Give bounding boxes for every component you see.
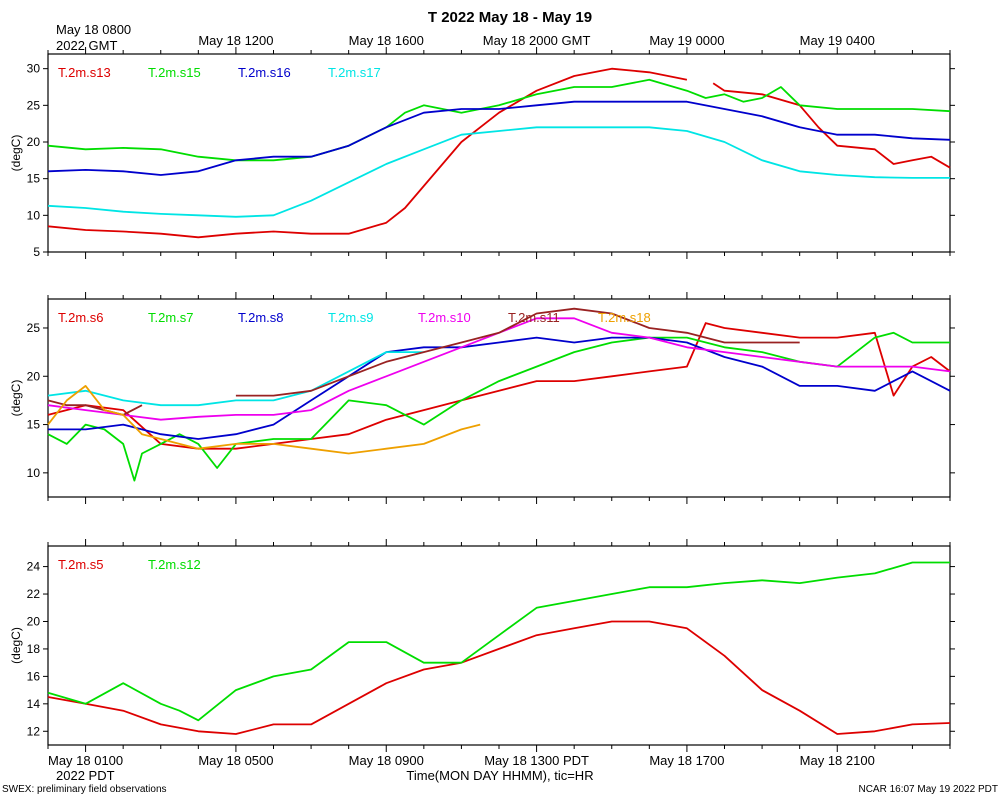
legend-T.2m.s6: T.2m.s6 — [58, 310, 104, 325]
y-tick-label: 20 — [27, 614, 41, 628]
series-line-T.2m.s9 — [47, 351, 424, 407]
pdt-tick-label: May 18 1300 PDT — [484, 753, 589, 768]
chart-panels: 5 10 15 20 25 30 (degC) T.2m.s13 T.2m.s15 T.2m.s1… — [9, 47, 955, 752]
legend-T.2m.s12: T.2m.s12 — [148, 557, 201, 572]
gmt-tick-label: May 18 1600 — [349, 33, 424, 48]
legend-T.2m.s17: T.2m.s17 — [328, 65, 381, 80]
y-tick-label: 15 — [27, 418, 41, 432]
series-line-T.2m.s12 — [47, 561, 950, 722]
x-axis-label: Time(MON DAY HHMM), tic=HR — [406, 768, 593, 783]
series-line-T.2m.s18 — [47, 385, 481, 455]
y-tick-label: 30 — [27, 62, 41, 76]
panel-1: 5 10 15 20 25 30 (degC) T.2m.s13 T.2m.s15 T.2m.s1… — [9, 47, 955, 259]
series-line-T.2m.s8 — [48, 336, 951, 440]
pdt-year-label: 2022 PDT — [56, 768, 115, 783]
gmt-tick-label: May 19 0400 — [800, 33, 875, 48]
y-tick-label: 25 — [27, 98, 41, 112]
y-tick-label: 24 — [27, 560, 41, 574]
legend-T.2m.s16: T.2m.s16 — [238, 65, 291, 80]
y-tick-label: 10 — [27, 466, 41, 480]
legend-T.2m.s5: T.2m.s5 — [58, 557, 104, 572]
y-tick-label: 15 — [27, 172, 41, 186]
series-line-T.2m.s6 — [47, 322, 951, 450]
chart-title: T 2022 May 18 - May 19 — [428, 9, 592, 26]
series-line-T.2m.s5 — [47, 620, 951, 735]
legend-T.2m.s7: T.2m.s7 — [148, 310, 194, 325]
pdt-tick-label: May 18 0900 — [349, 753, 424, 768]
panel-frame — [47, 298, 951, 498]
y-tick-label: 22 — [27, 587, 41, 601]
legend-T.2m.s9: T.2m.s9 — [328, 310, 374, 325]
series-line-T.2m.s16 — [47, 100, 951, 176]
series-line-T.2m.s13 — [47, 67, 951, 239]
y-axis-label: (degC) — [9, 380, 23, 417]
y-tick-label: 12 — [27, 724, 41, 738]
legend-T.2m.s13: T.2m.s13 — [58, 65, 111, 80]
gmt-first-tick-line2: 2022 GMT — [56, 38, 117, 53]
gmt-tick-labels: May 18 1200 May 18 1600 May 18 2000 GMT May… — [198, 33, 875, 48]
y-tick-label: 20 — [27, 135, 41, 149]
series-line-T.2m.s7 — [47, 331, 950, 482]
y-tick-label: 18 — [27, 642, 41, 656]
pdt-tick-label: May 18 0500 — [198, 753, 273, 768]
panel-frame — [47, 545, 951, 746]
y-axis-label: (degC) — [9, 627, 23, 664]
legend-T.2m.s11: T.2m.s11 — [508, 310, 560, 325]
panel-2: 10 15 20 25 (degC) T.2m.s6 T.2m.s7 T.2m.s8 T.2m.… — [9, 292, 955, 504]
y-tick-label: 20 — [27, 369, 41, 383]
gmt-tick-label: May 19 0000 — [649, 33, 724, 48]
legend-T.2m.s18: T.2m.s18 — [598, 310, 651, 325]
y-axis-label: (degC) — [9, 135, 23, 172]
y-tick-label: 14 — [27, 697, 41, 711]
footer-left-note: SWEX: preliminary field observations — [2, 784, 167, 795]
legend-T.2m.s15: T.2m.s15 — [148, 65, 201, 80]
gmt-tick-label: May 18 2000 GMT — [483, 33, 591, 48]
pdt-tick-label: May 18 0100 — [48, 753, 123, 768]
y-tick-label: 16 — [27, 669, 41, 683]
gmt-tick-label: May 18 1200 — [198, 33, 273, 48]
y-tick-label: 10 — [27, 208, 41, 222]
y-tick-label: 5 — [33, 245, 40, 259]
footer-right-note: NCAR 16:07 May 19 2022 PDT — [858, 784, 998, 795]
panel-3: 12 14 16 18 20 22 24 (degC) T.2m.s5 T.2m.s12 — [9, 539, 955, 752]
series-line-T.2m.s17 — [47, 126, 950, 218]
series-line-T.2m.s15 — [47, 78, 951, 162]
gmt-first-tick-line1: May 18 0800 — [56, 22, 131, 37]
pdt-tick-label: May 18 1700 — [649, 753, 724, 768]
pdt-tick-label: May 18 2100 — [800, 753, 875, 768]
legend-T.2m.s10: T.2m.s10 — [418, 310, 471, 325]
pdt-tick-labels: May 18 0100 May 18 0500 May 18 0900 May 18 … — [48, 753, 875, 768]
y-tick-label: 25 — [27, 321, 41, 335]
legend-T.2m.s8: T.2m.s8 — [238, 310, 284, 325]
